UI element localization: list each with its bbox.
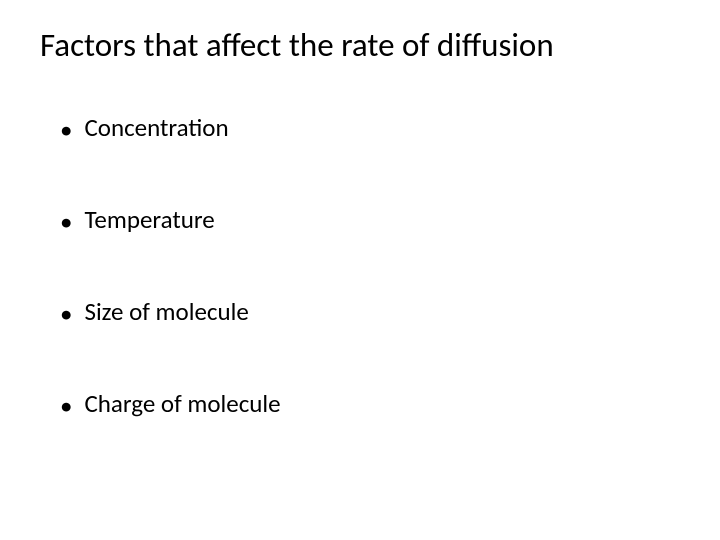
slide-container: Factors that affect the rate of diffusio…	[0, 0, 720, 540]
bullet-marker-icon: •	[60, 205, 72, 234]
bullet-marker-icon: •	[60, 389, 72, 418]
list-item: • Size of molecule	[60, 297, 680, 327]
bullet-list: • Concentration • Temperature • Size of …	[40, 113, 680, 419]
bullet-text: Temperature	[84, 205, 214, 235]
bullet-text: Size of molecule	[84, 297, 248, 327]
slide-title: Factors that affect the rate of diffusio…	[40, 25, 680, 65]
list-item: • Concentration	[60, 113, 680, 143]
list-item: • Temperature	[60, 205, 680, 235]
bullet-text: Concentration	[84, 113, 228, 143]
bullet-marker-icon: •	[60, 113, 72, 142]
bullet-text: Charge of molecule	[84, 389, 280, 419]
list-item: • Charge of molecule	[60, 389, 680, 419]
bullet-marker-icon: •	[60, 297, 72, 326]
